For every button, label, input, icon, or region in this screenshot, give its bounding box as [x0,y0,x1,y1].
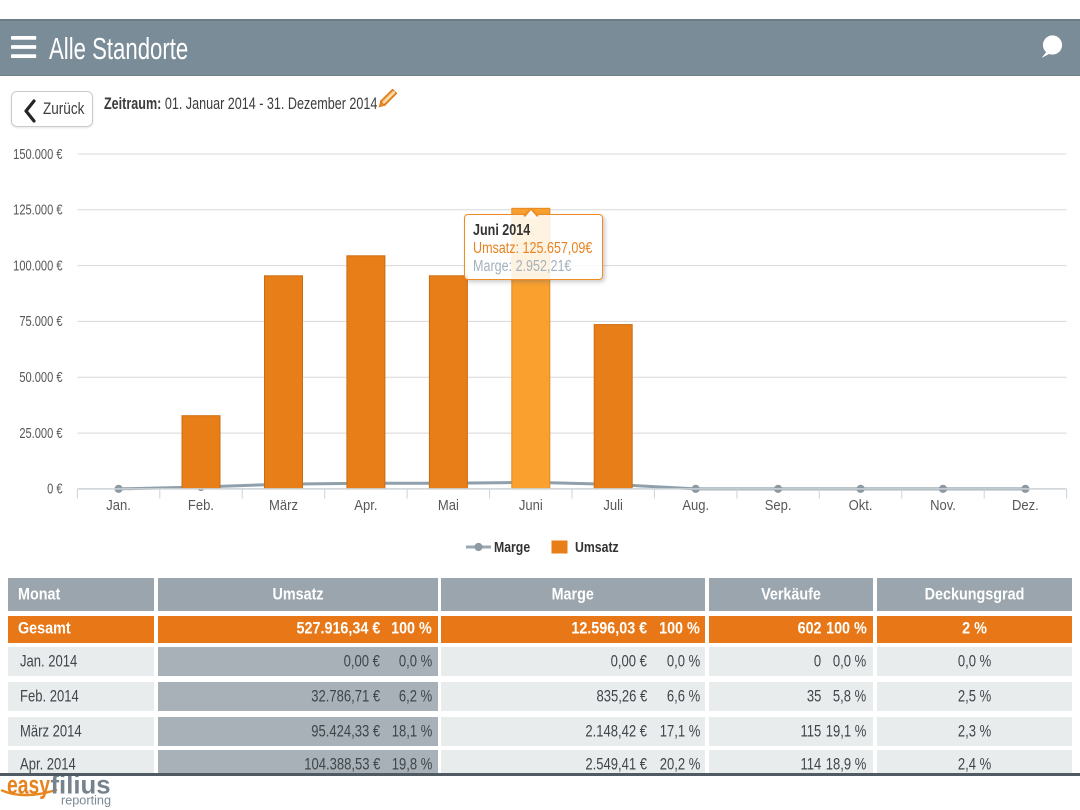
svg-text:easy: easy [7,776,50,800]
svg-text:Apr.: Apr. [354,496,377,513]
svg-text:Feb.: Feb. [188,496,214,513]
svg-text:filius: filius [51,776,111,800]
svg-text:Okt.: Okt. [849,496,873,513]
svg-text:Juli: Juli [603,496,623,513]
svg-text:Dez.: Dez. [1012,496,1039,513]
svg-text:25.000 €: 25.000 € [19,424,63,441]
svg-text:Juni: Juni [519,496,543,513]
svg-text:Mai: Mai [438,496,459,513]
svg-text:100.000 €: 100.000 € [13,257,63,274]
svg-text:Nov.: Nov. [930,496,956,513]
svg-text:Sep.: Sep. [765,496,792,513]
svg-text:75.000 €: 75.000 € [19,313,63,330]
svg-text:reporting: reporting [61,793,111,808]
svg-text:125.000 €: 125.000 € [13,201,63,218]
svg-text:Marge: Marge [494,539,531,555]
svg-text:Umsatz: Umsatz [575,539,619,555]
svg-text:Aug.: Aug. [682,496,709,513]
svg-text:Jan.: Jan. [106,496,131,513]
svg-text:0 €: 0 € [47,480,63,497]
svg-text:150.000 €: 150.000 € [13,145,63,162]
svg-text:März: März [269,496,298,513]
svg-text:50.000 €: 50.000 € [19,368,63,385]
